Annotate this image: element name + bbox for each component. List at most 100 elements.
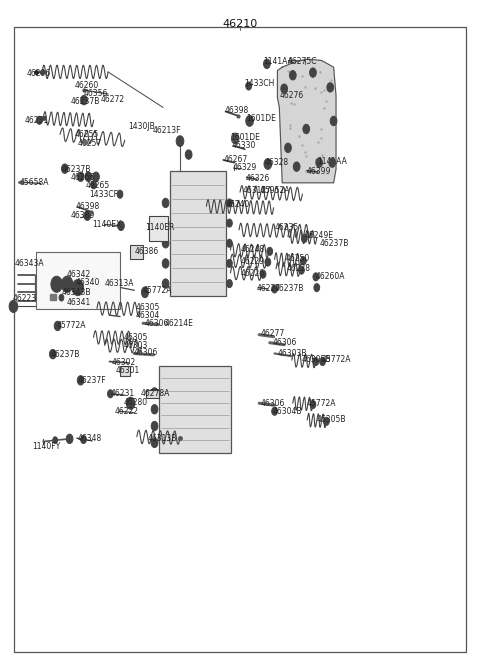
Text: 46304: 46304 [135, 311, 160, 321]
Circle shape [313, 273, 319, 281]
Text: 46306: 46306 [133, 348, 158, 358]
Text: 46313B: 46313B [148, 433, 177, 443]
Bar [36, 252, 120, 309]
Text: 46306: 46306 [273, 338, 297, 347]
Circle shape [227, 239, 232, 247]
Circle shape [151, 438, 158, 448]
Bar [159, 366, 231, 453]
Circle shape [176, 136, 184, 146]
Text: 46272: 46272 [101, 95, 125, 104]
Circle shape [162, 239, 169, 248]
Text: 46386: 46386 [134, 247, 159, 256]
Text: 46229: 46229 [241, 257, 265, 266]
Circle shape [267, 247, 273, 255]
Text: 46276: 46276 [279, 91, 304, 100]
Text: 46223: 46223 [12, 294, 36, 303]
Circle shape [151, 388, 158, 397]
Circle shape [303, 124, 310, 134]
Text: 1141AA: 1141AA [317, 157, 347, 166]
Circle shape [142, 288, 148, 298]
Bar [120, 366, 130, 376]
Text: 1430JB: 1430JB [129, 122, 156, 131]
Text: 46278A: 46278A [140, 389, 169, 398]
Text: 46257: 46257 [78, 138, 102, 148]
Text: 46356: 46356 [84, 89, 108, 98]
Text: 45772A: 45772A [57, 321, 86, 331]
Circle shape [285, 143, 291, 153]
Circle shape [51, 276, 62, 292]
Text: 46348: 46348 [78, 434, 102, 444]
Text: 45952A: 45952A [260, 185, 289, 195]
Circle shape [49, 349, 56, 359]
Text: 46277: 46277 [260, 329, 285, 339]
Circle shape [329, 158, 336, 167]
Text: 46399: 46399 [306, 167, 331, 176]
Text: 46237B: 46237B [319, 239, 348, 248]
Circle shape [246, 82, 252, 90]
Circle shape [316, 158, 323, 167]
Circle shape [81, 95, 87, 105]
Text: 1601DE: 1601DE [230, 132, 260, 142]
Text: 46342: 46342 [66, 269, 91, 279]
Text: 46303: 46303 [124, 341, 148, 350]
Text: 46240: 46240 [226, 200, 250, 209]
Text: 46255: 46255 [74, 130, 99, 139]
Text: 45658A: 45658A [19, 178, 48, 187]
Circle shape [162, 218, 169, 228]
Text: 46237B: 46237B [61, 165, 91, 174]
Circle shape [246, 116, 253, 126]
Circle shape [265, 258, 271, 266]
Circle shape [185, 150, 192, 159]
Circle shape [330, 116, 337, 126]
Text: 46213F: 46213F [153, 126, 181, 135]
Circle shape [85, 172, 92, 181]
Circle shape [53, 437, 58, 444]
Circle shape [162, 279, 169, 288]
Bar [170, 171, 226, 296]
Text: 46237B: 46237B [275, 284, 304, 294]
Text: 46304B: 46304B [273, 407, 302, 416]
Circle shape [327, 83, 334, 92]
Circle shape [162, 259, 169, 268]
Text: 46340: 46340 [76, 278, 100, 288]
Circle shape [320, 358, 325, 366]
Text: 46306: 46306 [145, 319, 169, 328]
Text: 46329: 46329 [233, 163, 257, 173]
Text: 46250: 46250 [286, 254, 310, 263]
Text: 46227: 46227 [257, 284, 281, 294]
Circle shape [54, 321, 61, 331]
Text: 1141AA: 1141AA [263, 57, 293, 67]
Text: 46266: 46266 [71, 173, 96, 182]
Circle shape [314, 284, 320, 292]
Circle shape [108, 390, 113, 398]
Text: 1140FY: 1140FY [33, 442, 61, 451]
Circle shape [77, 172, 84, 181]
Circle shape [61, 276, 73, 292]
Circle shape [227, 259, 232, 267]
Text: 46226: 46226 [241, 269, 265, 278]
Circle shape [231, 133, 239, 144]
Circle shape [299, 266, 304, 274]
Circle shape [93, 172, 99, 181]
Text: 46231: 46231 [25, 116, 49, 125]
Text: 46305: 46305 [124, 333, 148, 342]
Bar [149, 216, 168, 241]
Text: 46296: 46296 [26, 69, 51, 79]
Text: 46210: 46210 [222, 19, 258, 28]
Circle shape [272, 407, 277, 415]
Circle shape [300, 257, 306, 265]
Circle shape [227, 219, 232, 227]
Circle shape [81, 435, 86, 444]
Text: 46328: 46328 [265, 158, 289, 167]
Text: 1140EX: 1140EX [92, 220, 121, 229]
Circle shape [142, 287, 148, 296]
Circle shape [36, 116, 42, 124]
Text: 46237B: 46237B [71, 97, 100, 106]
Circle shape [126, 397, 135, 409]
Text: 45772A: 45772A [306, 398, 336, 408]
Text: 46306: 46306 [260, 398, 285, 408]
Circle shape [272, 285, 277, 293]
Polygon shape [277, 59, 336, 183]
Text: 46260: 46260 [74, 81, 99, 90]
Text: 46398: 46398 [76, 202, 100, 212]
